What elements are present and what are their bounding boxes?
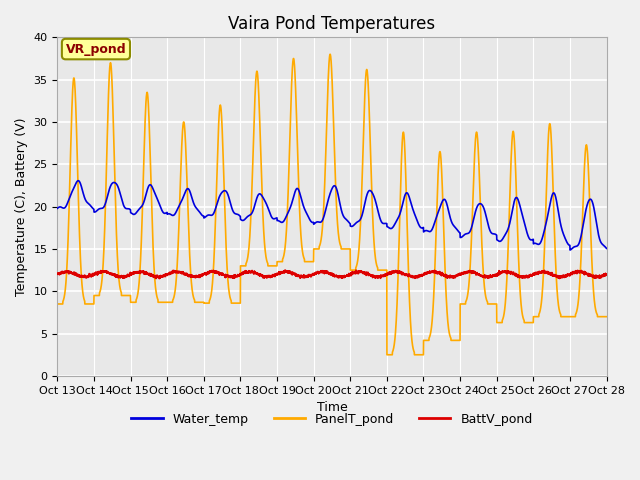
Y-axis label: Temperature (C), Battery (V): Temperature (C), Battery (V): [15, 118, 28, 296]
Title: Vaira Pond Temperatures: Vaira Pond Temperatures: [228, 15, 435, 33]
X-axis label: Time: Time: [317, 401, 348, 414]
Text: VR_pond: VR_pond: [66, 43, 126, 56]
Legend: Water_temp, PanelT_pond, BattV_pond: Water_temp, PanelT_pond, BattV_pond: [126, 408, 538, 431]
